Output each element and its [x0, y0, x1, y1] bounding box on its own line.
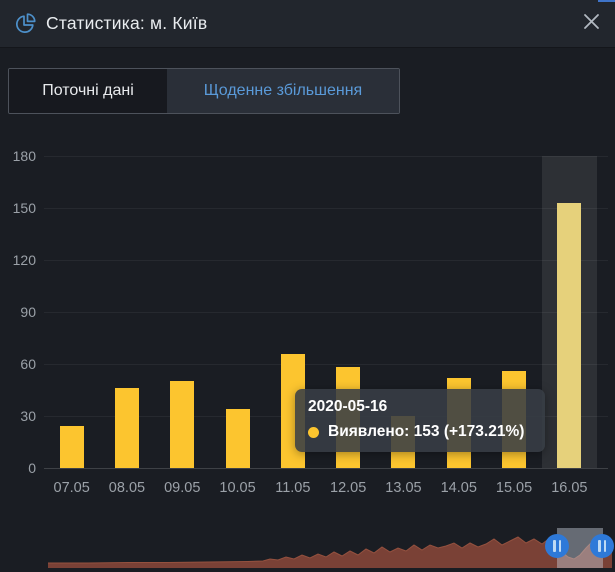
- gridline: [44, 156, 608, 157]
- gridline: [44, 208, 608, 209]
- gridline: [44, 312, 608, 313]
- close-button[interactable]: [578, 8, 604, 34]
- series-color-dot: [308, 426, 319, 438]
- tooltip-date: 2020-05-16: [308, 398, 388, 415]
- navigator-grip-left[interactable]: [545, 534, 569, 558]
- x-axis-label: 10.05: [219, 480, 256, 496]
- x-axis-line: [44, 468, 608, 469]
- x-axis-label: 15.05: [495, 480, 533, 496]
- bar-10.05[interactable]: [225, 409, 250, 468]
- pie-chart-icon: [16, 12, 36, 33]
- navigator-grip-right[interactable]: [590, 534, 614, 558]
- gridline: [44, 260, 608, 261]
- y-axis-label: 0: [28, 460, 36, 476]
- x-axis-label: 11.05: [275, 480, 311, 496]
- bar-07.05[interactable]: [59, 426, 84, 468]
- chart-tooltip: 2020-05-16 Виявлено: 153 (+173.21%): [295, 389, 545, 452]
- x-axis-label: 07.05: [53, 480, 90, 496]
- bar-08.05[interactable]: [114, 388, 139, 468]
- gridline: [44, 364, 608, 365]
- y-axis-label: 90: [20, 304, 36, 320]
- y-axis-label: 120: [12, 252, 36, 268]
- x-axis-label: 09.05: [164, 480, 201, 496]
- tooltip-value: Виявлено: 153 (+173.21%): [328, 423, 525, 440]
- y-axis-label: 180: [12, 148, 36, 164]
- modal-header: Статистика: м. Київ: [0, 0, 615, 48]
- y-axis-label: 60: [20, 356, 36, 372]
- x-axis-label: 14.05: [440, 480, 477, 496]
- close-icon: [583, 13, 599, 29]
- y-axis-label: 30: [20, 408, 36, 424]
- x-axis-label: 16.05: [551, 480, 588, 496]
- corner-accent: [598, 0, 615, 2]
- tab-bar: Поточні дані Щоденне збільшення: [8, 68, 400, 114]
- tab-daily-increase[interactable]: Щоденне збільшення: [167, 69, 399, 113]
- x-axis-label: 08.05: [108, 480, 146, 496]
- navigator-area-chart: [48, 535, 612, 568]
- x-axis-label: 13.05: [385, 480, 422, 496]
- y-axis-label: 150: [12, 200, 36, 216]
- bar-16.05[interactable]: [557, 202, 582, 468]
- x-axis-label: 12.05: [330, 480, 367, 496]
- tab-current-data[interactable]: Поточні дані: [9, 69, 167, 113]
- modal-title: Статистика: м. Київ: [46, 13, 208, 33]
- bar-09.05[interactable]: [170, 381, 195, 468]
